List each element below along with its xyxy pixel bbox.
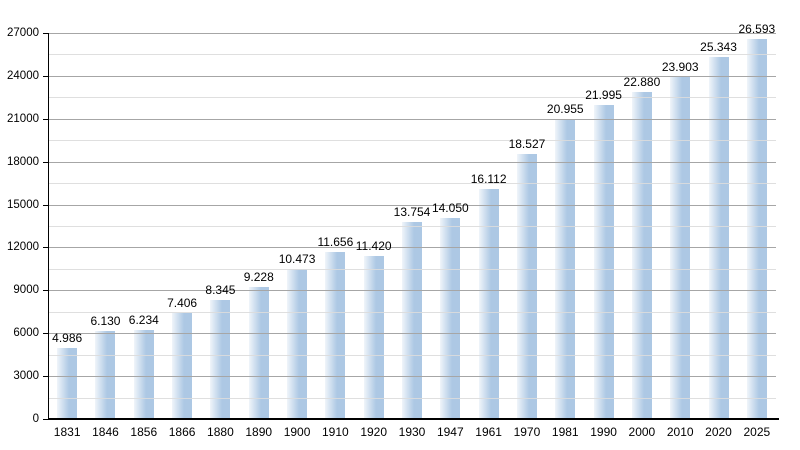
- bar-value-label: 25.343: [700, 39, 737, 54]
- y-tick-mark: [43, 419, 48, 420]
- y-tick-mark: [43, 118, 48, 120]
- x-tick-label: 1961: [475, 425, 502, 439]
- x-tick-label: 1947: [436, 425, 464, 439]
- bar-value-label: 4.986: [52, 330, 83, 345]
- y-tick-label: 0: [32, 413, 39, 425]
- y-tick-mark: [43, 33, 48, 34]
- gridline-major: [48, 75, 776, 77]
- y-tick-label: 9000: [13, 284, 39, 297]
- bar-value-label: 6.130: [90, 314, 121, 329]
- bar: [746, 38, 767, 419]
- bar-value-label: 18.527: [508, 137, 546, 152]
- x-tick-label: 1880: [207, 425, 234, 439]
- x-tick-label: 1890: [245, 425, 273, 439]
- bar-value-label: 8.345: [205, 282, 236, 297]
- bar-value-label: 16.112: [470, 171, 507, 186]
- y-tick-mark: [43, 290, 48, 292]
- x-tick-label: 1981: [551, 425, 579, 439]
- x-tick-label: 1831: [53, 425, 81, 439]
- y-tick-mark: [43, 247, 48, 249]
- bar: [210, 299, 231, 419]
- bar-value-label: 13.754: [393, 205, 431, 220]
- gridline-major: [48, 161, 776, 163]
- x-axis-line: [48, 418, 779, 420]
- bar: [440, 218, 461, 419]
- bar-value-label: 7.406: [167, 296, 198, 311]
- y-tick-mark: [43, 161, 48, 163]
- bar-value-label: 9.228: [243, 270, 274, 285]
- gridline-major: [48, 33, 776, 34]
- bar-value-label: 11.656: [317, 235, 354, 250]
- bar: [670, 77, 691, 419]
- plot-area: 4.986 1831 6.130 1846 6.234 1856 7.406 1866 8.34…: [7, 22, 779, 439]
- y-tick-label: 24000: [7, 69, 39, 82]
- x-tick-label: 1856: [130, 425, 158, 439]
- y-tick-label: 18000: [7, 155, 39, 168]
- y-axis-line: [48, 33, 49, 419]
- x-tick-label: 2000: [628, 425, 656, 439]
- bar-value-label: 20.955: [546, 102, 584, 117]
- gridline-minor: [48, 183, 776, 185]
- bar: [708, 56, 729, 419]
- bar: [478, 188, 499, 419]
- y-tick-label: 12000: [7, 241, 39, 254]
- y-tick-mark: [43, 204, 48, 206]
- x-tick-label: 1970: [513, 425, 541, 439]
- bar-value-label: 11.420: [355, 238, 392, 253]
- y-tick-mark: [43, 75, 48, 77]
- bar: [57, 347, 78, 419]
- x-tick-label: 1866: [168, 425, 196, 439]
- bar: [325, 252, 346, 419]
- gridline-minor: [48, 140, 776, 142]
- bar: [516, 154, 537, 419]
- y-tick-mark: [43, 376, 48, 378]
- gridline-major: [48, 118, 776, 120]
- bar: [133, 329, 154, 419]
- x-tick-label: 1990: [590, 425, 617, 439]
- bar: [287, 269, 308, 419]
- x-tick-label: 2010: [666, 425, 694, 439]
- bar-value-label: 22.880: [623, 74, 661, 89]
- bar-value-label: 14.050: [431, 201, 469, 216]
- x-tick-label: 1846: [92, 425, 119, 439]
- bar-value-label: 10.473: [278, 252, 316, 267]
- y-tick-label: 21000: [7, 112, 39, 125]
- x-tick-label: 2025: [743, 425, 771, 439]
- x-tick-label: 2020: [705, 425, 732, 439]
- bar-value-label: 23.903: [661, 60, 699, 75]
- bar: [555, 119, 576, 419]
- y-tick-label: 3000: [13, 370, 39, 383]
- bar-value-label: 6.234: [128, 312, 159, 327]
- gridline-minor: [48, 97, 776, 99]
- bar-value-label: 21.995: [585, 87, 622, 102]
- x-tick-label: 1910: [322, 425, 349, 439]
- bar: [402, 222, 422, 419]
- y-tick-label: 6000: [13, 327, 39, 340]
- bar-value-label: 26.593: [738, 21, 776, 36]
- gridline-minor: [48, 54, 776, 56]
- bar: [593, 104, 614, 419]
- y-tick-label: 15000: [7, 198, 39, 211]
- y-tick-mark: [43, 333, 48, 335]
- x-tick-label: 1900: [283, 425, 311, 439]
- x-tick-label: 1920: [360, 425, 388, 439]
- bar: [631, 91, 652, 419]
- bar: [172, 313, 193, 419]
- bar: [95, 331, 116, 419]
- bar: [248, 287, 269, 419]
- y-tick-label: 27000: [7, 27, 39, 39]
- x-tick-label: 1930: [398, 425, 426, 439]
- bar: [363, 255, 384, 419]
